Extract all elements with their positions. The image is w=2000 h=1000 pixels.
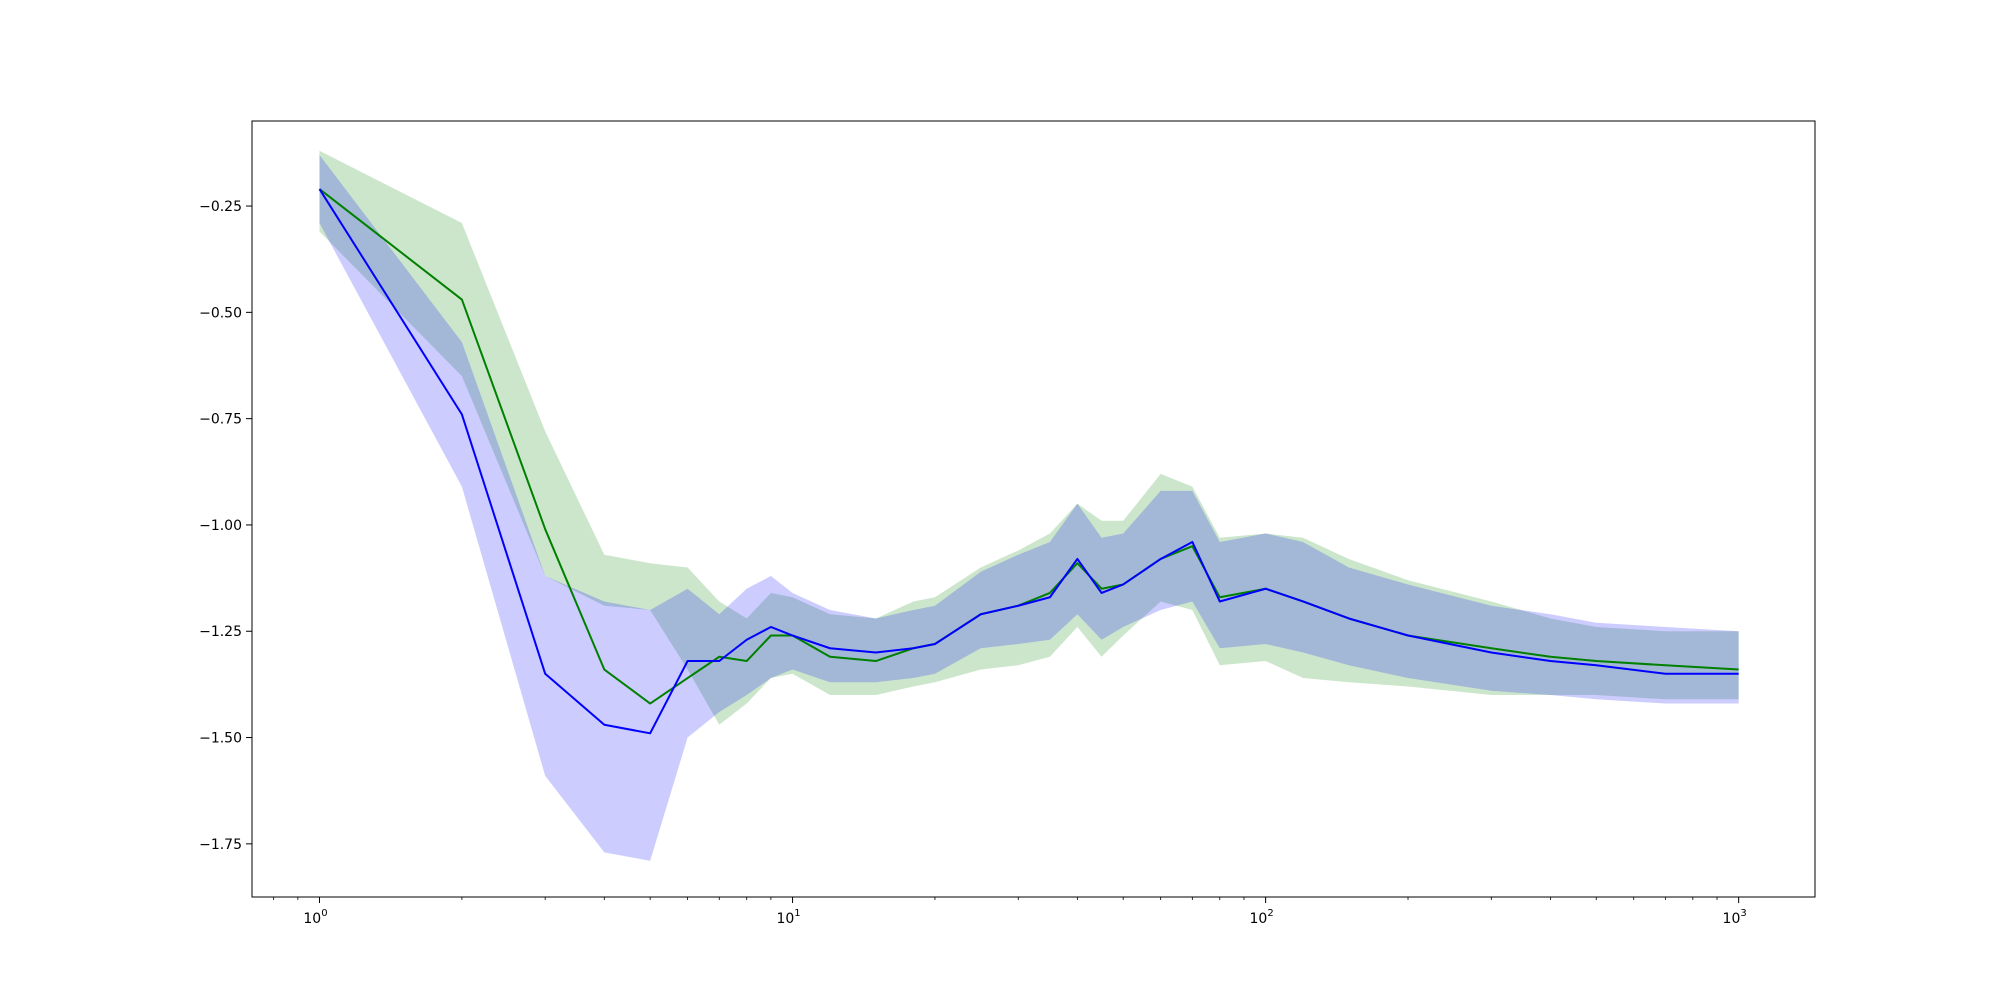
x-axis: 100 101 102 103 — [273, 897, 1747, 927]
y-tick-label: −0.75 — [199, 412, 242, 428]
y-tick-label: −1.00 — [199, 518, 242, 534]
x-tick-label: 101 — [776, 908, 800, 927]
axes-frame — [251, 120, 1816, 898]
x-tick-label: 100 — [303, 908, 327, 927]
y-tick-label: −1.25 — [199, 624, 242, 640]
x-tick-exponent: 0 — [321, 908, 327, 919]
y-tick-label: −0.25 — [199, 199, 242, 215]
confidence-band-green — [319, 150, 1739, 725]
x-tick-exponent: 1 — [794, 908, 800, 919]
series-lines — [318, 188, 1739, 735]
x-tick-label: 103 — [1723, 908, 1747, 927]
y-tick-label: −0.50 — [199, 305, 242, 321]
y-tick-label: −1.50 — [199, 731, 242, 747]
y-axis: −0.25 −0.50 −0.75 −1.00 −1.25 −1.50 −1.75 — [199, 199, 252, 853]
confidence-band-blue — [319, 155, 1739, 861]
series-line-blue — [318, 188, 1739, 735]
confidence-bands — [319, 150, 1739, 861]
x-tick-exponent: 3 — [1740, 908, 1746, 919]
x-tick-exponent: 2 — [1267, 908, 1273, 919]
x-tick-label: 102 — [1250, 908, 1274, 927]
y-tick-label: −1.75 — [199, 837, 242, 853]
plot-area — [318, 150, 1739, 861]
